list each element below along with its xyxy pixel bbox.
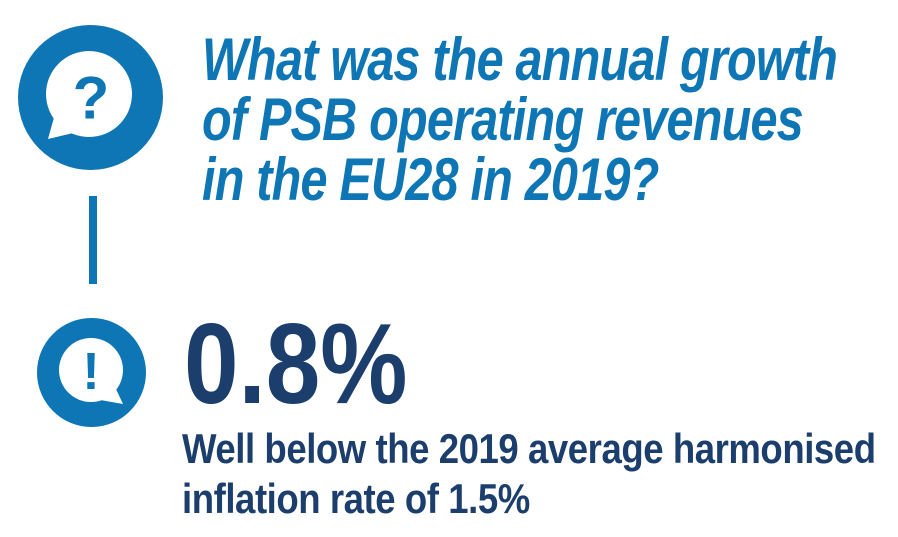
question-text: What was the annual growth of PSB operat… bbox=[202, 26, 838, 213]
question-line: in the EU28 in 2019? bbox=[202, 146, 659, 213]
answer-value: 0.8% bbox=[184, 301, 408, 428]
exclamation-speech-bubble-icon: ! bbox=[37, 318, 146, 427]
question-line: What was the annual growth bbox=[202, 26, 838, 93]
answer-description-line: Well below the 2019 average harmonised bbox=[182, 425, 876, 472]
answer-description-line: inflation rate of 1.5% bbox=[182, 475, 530, 522]
exclamation-mark-glyph: ! bbox=[82, 343, 99, 401]
question-line: of PSB operating revenues bbox=[202, 86, 804, 153]
connector-line bbox=[89, 196, 97, 284]
question-speech-bubble-icon: ? bbox=[18, 25, 163, 170]
question-mark-glyph: ? bbox=[73, 65, 110, 132]
answer-description: Well below the 2019 average harmonised i… bbox=[182, 424, 876, 524]
